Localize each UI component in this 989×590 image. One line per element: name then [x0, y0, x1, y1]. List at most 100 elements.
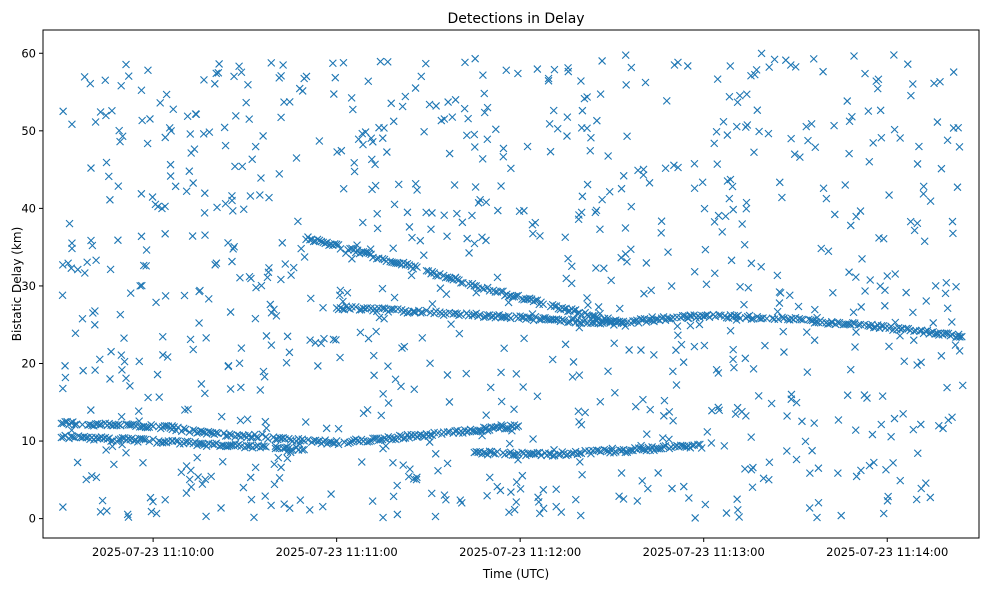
data-point	[123, 510, 132, 519]
data-point	[575, 417, 583, 426]
data-point	[735, 513, 744, 521]
x-tick-label: 2025-07-23 11:11:00	[276, 545, 398, 559]
data-point	[908, 308, 917, 317]
data-point	[639, 395, 647, 404]
data-point	[497, 182, 505, 190]
data-point	[300, 253, 309, 261]
data-point	[621, 448, 630, 457]
data-point	[470, 130, 479, 139]
data-point	[348, 105, 357, 114]
data-point	[514, 455, 522, 464]
data-point	[900, 357, 909, 366]
data-point	[399, 461, 408, 470]
data-point	[482, 425, 491, 433]
data-point	[830, 121, 838, 130]
data-point	[168, 422, 177, 430]
data-point	[250, 513, 258, 522]
data-point	[955, 333, 964, 341]
data-point	[714, 369, 723, 377]
data-point	[117, 412, 126, 421]
data-point	[278, 238, 287, 247]
data-point	[425, 100, 434, 109]
data-point	[244, 442, 253, 450]
data-point	[486, 383, 495, 392]
data-point	[319, 303, 327, 312]
data-point	[577, 77, 585, 85]
data-point	[80, 73, 89, 81]
data-point	[377, 411, 386, 420]
data-point	[744, 283, 753, 292]
data-point	[122, 60, 130, 69]
data-point	[285, 98, 294, 106]
data-point	[757, 262, 766, 271]
data-point	[625, 346, 634, 354]
data-point	[657, 217, 666, 226]
data-point	[594, 303, 603, 311]
data-point	[683, 314, 692, 323]
data-point	[848, 112, 856, 121]
data-point	[851, 426, 860, 434]
data-point	[161, 133, 170, 142]
data-point	[215, 60, 224, 68]
data-point	[91, 366, 99, 374]
data-point	[518, 471, 527, 480]
data-point	[476, 310, 484, 319]
data-point	[448, 113, 457, 122]
data-point	[118, 365, 126, 374]
data-point	[59, 107, 68, 116]
data-point	[115, 126, 124, 135]
data-point	[457, 310, 465, 319]
data-point	[729, 345, 738, 354]
y-tick-label: 0	[29, 512, 36, 526]
data-point	[246, 192, 255, 200]
data-point	[857, 303, 866, 311]
data-point	[637, 346, 645, 354]
data-point	[181, 425, 190, 434]
data-point	[384, 362, 392, 371]
data-point	[619, 495, 628, 503]
data-point	[431, 512, 440, 521]
data-point	[690, 267, 699, 276]
data-point	[645, 178, 654, 187]
data-point	[378, 254, 387, 263]
data-point	[810, 305, 819, 314]
data-point	[939, 424, 947, 433]
data-point	[933, 329, 942, 338]
data-point	[792, 455, 801, 464]
data-point	[833, 469, 842, 478]
data-point	[637, 441, 645, 450]
data-point	[698, 178, 707, 187]
data-point	[619, 171, 628, 180]
data-point	[591, 208, 600, 217]
data-point	[117, 351, 126, 360]
data-point	[512, 498, 521, 506]
data-point	[655, 444, 664, 453]
data-point	[91, 118, 100, 126]
data-point	[765, 63, 774, 72]
data-point	[202, 334, 211, 342]
data-point	[185, 428, 194, 436]
data-point	[697, 444, 706, 452]
data-point	[715, 406, 724, 415]
data-point	[937, 351, 946, 360]
data-point	[660, 396, 669, 405]
data-point	[626, 245, 635, 254]
data-point	[550, 315, 559, 324]
data-point	[575, 449, 584, 457]
data-point	[598, 57, 606, 65]
data-point	[379, 444, 387, 453]
data-point	[519, 383, 528, 391]
data-point	[558, 315, 567, 324]
data-point	[805, 504, 814, 512]
data-point	[64, 259, 73, 268]
data-point	[586, 146, 595, 155]
data-point	[955, 142, 964, 151]
data-point	[953, 183, 962, 192]
data-point	[478, 431, 486, 440]
data-point	[464, 114, 473, 123]
data-point	[690, 159, 699, 168]
data-point	[485, 447, 494, 456]
data-point	[958, 381, 967, 390]
data-point	[230, 242, 239, 251]
data-point	[865, 157, 874, 166]
